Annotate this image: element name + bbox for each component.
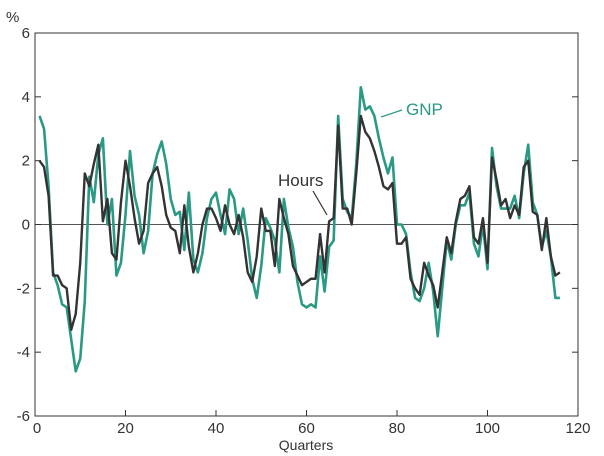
y-axis-unit: %	[6, 9, 19, 26]
y-tick-label: -4	[17, 344, 30, 361]
x-axis-title: Quarters	[279, 437, 333, 453]
y-tick-label: -6	[17, 408, 30, 425]
y-tick-label: 4	[22, 89, 30, 106]
gnp-label-leader	[380, 109, 403, 118]
y-tick-label: 2	[22, 153, 30, 170]
x-tick-label: 20	[117, 420, 134, 437]
hours-series-label: Hours	[278, 171, 323, 190]
hours-label-leader	[312, 190, 328, 216]
y-tick-label: 0	[22, 217, 30, 234]
axis-ticks: 0 20 40 60 80 100 120 -6 -4 -2 0 2 4 6	[17, 25, 591, 437]
series-line-hours	[38, 114, 561, 332]
y-tick-label: -2	[17, 280, 30, 297]
gnp-series-label: GNP	[406, 100, 443, 119]
series-layer	[38, 85, 561, 373]
x-tick-label: 80	[389, 420, 406, 437]
x-tick-label: 40	[208, 420, 225, 437]
x-tick-label: 60	[298, 420, 315, 437]
x-tick-label: 120	[565, 420, 590, 437]
y-tick-label: 6	[22, 25, 30, 42]
x-tick-label: 0	[33, 420, 41, 437]
x-tick-label: 100	[475, 420, 500, 437]
